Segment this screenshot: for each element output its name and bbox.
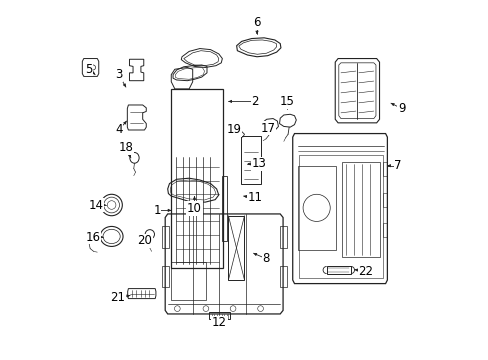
Ellipse shape [101, 194, 122, 216]
Bar [280, 226, 286, 248]
Text: 13: 13 [251, 157, 265, 170]
Text: 15: 15 [279, 95, 294, 108]
Bar [171, 89, 223, 267]
Text: 19: 19 [226, 123, 241, 136]
Bar [326, 266, 350, 274]
Text: 4: 4 [115, 123, 122, 136]
Text: 22: 22 [358, 265, 373, 278]
Bar [171, 262, 206, 300]
Text: 8: 8 [262, 252, 269, 265]
Text: 16: 16 [85, 231, 100, 244]
Text: 11: 11 [247, 192, 262, 204]
Text: 2: 2 [251, 95, 259, 108]
Bar [341, 162, 380, 257]
Bar [241, 136, 260, 184]
Text: 20: 20 [137, 234, 152, 247]
Bar [298, 166, 335, 249]
Text: 3: 3 [115, 68, 122, 81]
Bar [222, 176, 226, 241]
Ellipse shape [100, 226, 123, 247]
Text: 7: 7 [393, 159, 401, 172]
Text: 14: 14 [88, 198, 103, 212]
Text: 17: 17 [260, 122, 275, 135]
Bar [280, 266, 286, 287]
Bar [162, 266, 168, 287]
Bar [162, 226, 168, 248]
Text: 10: 10 [187, 202, 202, 215]
Text: 9: 9 [397, 102, 405, 115]
Text: 5: 5 [85, 63, 93, 76]
Text: 1: 1 [153, 204, 161, 217]
Bar [209, 312, 230, 319]
Bar [382, 223, 386, 237]
Bar [382, 193, 386, 207]
Text: 21: 21 [110, 291, 125, 305]
Text: 18: 18 [118, 141, 133, 154]
Text: 12: 12 [212, 316, 226, 329]
Text: 6: 6 [253, 16, 260, 29]
Bar [382, 162, 386, 176]
